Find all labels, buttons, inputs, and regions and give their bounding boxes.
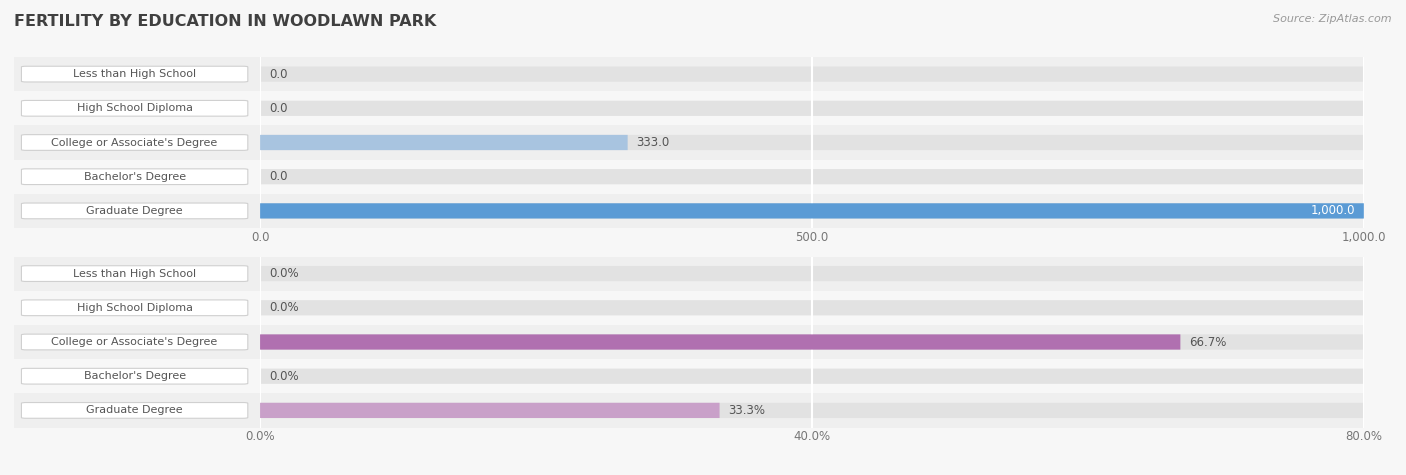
FancyBboxPatch shape xyxy=(260,135,627,150)
FancyBboxPatch shape xyxy=(260,203,1364,218)
FancyBboxPatch shape xyxy=(21,66,247,82)
Text: College or Associate's Degree: College or Associate's Degree xyxy=(52,337,218,347)
FancyBboxPatch shape xyxy=(260,66,1364,82)
FancyBboxPatch shape xyxy=(260,101,1364,116)
Text: College or Associate's Degree: College or Associate's Degree xyxy=(52,137,218,148)
Text: 0.0: 0.0 xyxy=(269,102,287,115)
Text: 333.0: 333.0 xyxy=(637,136,669,149)
Bar xyxy=(260,256,1364,291)
Bar xyxy=(14,91,260,125)
Bar xyxy=(260,194,1364,228)
FancyBboxPatch shape xyxy=(21,368,247,384)
Bar xyxy=(260,291,1364,325)
Text: Less than High School: Less than High School xyxy=(73,69,197,79)
Text: 0.0: 0.0 xyxy=(269,170,287,183)
Text: Source: ZipAtlas.com: Source: ZipAtlas.com xyxy=(1274,14,1392,24)
FancyBboxPatch shape xyxy=(21,334,247,350)
Bar xyxy=(260,359,1364,393)
Text: 66.7%: 66.7% xyxy=(1189,335,1226,349)
Bar xyxy=(14,359,260,393)
Text: Less than High School: Less than High School xyxy=(73,268,197,279)
Text: FERTILITY BY EDUCATION IN WOODLAWN PARK: FERTILITY BY EDUCATION IN WOODLAWN PARK xyxy=(14,14,436,29)
Text: 0.0%: 0.0% xyxy=(269,267,298,280)
FancyBboxPatch shape xyxy=(260,403,720,418)
Text: Bachelor's Degree: Bachelor's Degree xyxy=(83,371,186,381)
Text: 0.0%: 0.0% xyxy=(269,370,298,383)
FancyBboxPatch shape xyxy=(21,134,247,151)
Text: 1,000.0: 1,000.0 xyxy=(1310,204,1355,218)
FancyBboxPatch shape xyxy=(260,403,1364,418)
FancyBboxPatch shape xyxy=(260,369,1364,384)
Bar xyxy=(14,325,260,359)
Text: Graduate Degree: Graduate Degree xyxy=(86,405,183,416)
Text: Graduate Degree: Graduate Degree xyxy=(86,206,183,216)
Bar xyxy=(14,125,260,160)
Bar xyxy=(14,291,260,325)
Bar xyxy=(260,393,1364,428)
FancyBboxPatch shape xyxy=(260,334,1181,350)
FancyBboxPatch shape xyxy=(260,203,1364,218)
Text: 0.0: 0.0 xyxy=(269,67,287,81)
FancyBboxPatch shape xyxy=(21,266,247,282)
FancyBboxPatch shape xyxy=(21,402,247,418)
Text: High School Diploma: High School Diploma xyxy=(76,103,193,114)
Bar xyxy=(260,125,1364,160)
FancyBboxPatch shape xyxy=(21,169,247,185)
FancyBboxPatch shape xyxy=(21,203,247,219)
FancyBboxPatch shape xyxy=(260,135,1364,150)
FancyBboxPatch shape xyxy=(260,266,1364,281)
FancyBboxPatch shape xyxy=(21,100,247,116)
Bar xyxy=(260,160,1364,194)
Bar xyxy=(260,57,1364,91)
Bar xyxy=(14,256,260,291)
Bar xyxy=(14,160,260,194)
Bar xyxy=(14,57,260,91)
Bar xyxy=(260,325,1364,359)
Text: High School Diploma: High School Diploma xyxy=(76,303,193,313)
FancyBboxPatch shape xyxy=(260,334,1364,350)
Bar xyxy=(14,393,260,428)
FancyBboxPatch shape xyxy=(260,169,1364,184)
FancyBboxPatch shape xyxy=(21,300,247,316)
Text: 33.3%: 33.3% xyxy=(728,404,765,417)
FancyBboxPatch shape xyxy=(260,300,1364,315)
Text: Bachelor's Degree: Bachelor's Degree xyxy=(83,171,186,182)
Text: 0.0%: 0.0% xyxy=(269,301,298,314)
Bar xyxy=(260,91,1364,125)
Bar xyxy=(14,194,260,228)
